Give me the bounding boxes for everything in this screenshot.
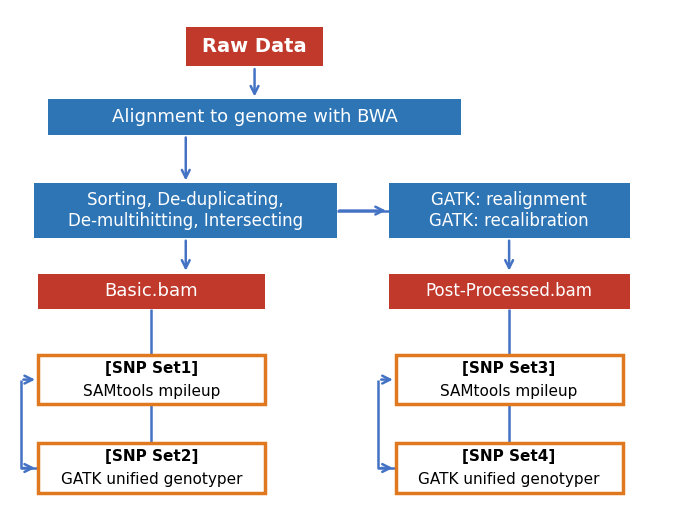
FancyBboxPatch shape <box>389 184 630 238</box>
FancyBboxPatch shape <box>389 274 630 309</box>
FancyBboxPatch shape <box>48 99 461 135</box>
Text: GATK unified genotyper: GATK unified genotyper <box>418 472 600 487</box>
FancyBboxPatch shape <box>396 355 623 405</box>
FancyBboxPatch shape <box>396 443 623 493</box>
Text: Alignment to genome with BWA: Alignment to genome with BWA <box>111 108 398 126</box>
Text: Sorting, De-duplicating,
De-multihitting, Intersecting: Sorting, De-duplicating, De-multihitting… <box>68 191 303 230</box>
FancyBboxPatch shape <box>38 443 265 493</box>
Text: SAMtools mpileup: SAMtools mpileup <box>83 384 220 398</box>
Text: [SNP Set4]: [SNP Set4] <box>462 449 556 464</box>
FancyBboxPatch shape <box>186 27 323 66</box>
Text: GATK: realignment
GATK: recalibration: GATK: realignment GATK: recalibration <box>429 191 589 230</box>
Text: GATK unified genotyper: GATK unified genotyper <box>61 472 242 487</box>
Text: [SNP Set1]: [SNP Set1] <box>105 361 198 375</box>
Text: Post-Processed.bam: Post-Processed.bam <box>426 282 592 300</box>
FancyBboxPatch shape <box>38 274 265 309</box>
FancyBboxPatch shape <box>38 355 265 405</box>
Text: [SNP Set3]: [SNP Set3] <box>462 361 556 375</box>
Text: Basic.bam: Basic.bam <box>105 282 198 300</box>
Text: Raw Data: Raw Data <box>202 37 307 56</box>
Text: SAMtools mpileup: SAMtools mpileup <box>440 384 578 398</box>
Text: [SNP Set2]: [SNP Set2] <box>105 449 198 464</box>
FancyBboxPatch shape <box>34 184 337 238</box>
